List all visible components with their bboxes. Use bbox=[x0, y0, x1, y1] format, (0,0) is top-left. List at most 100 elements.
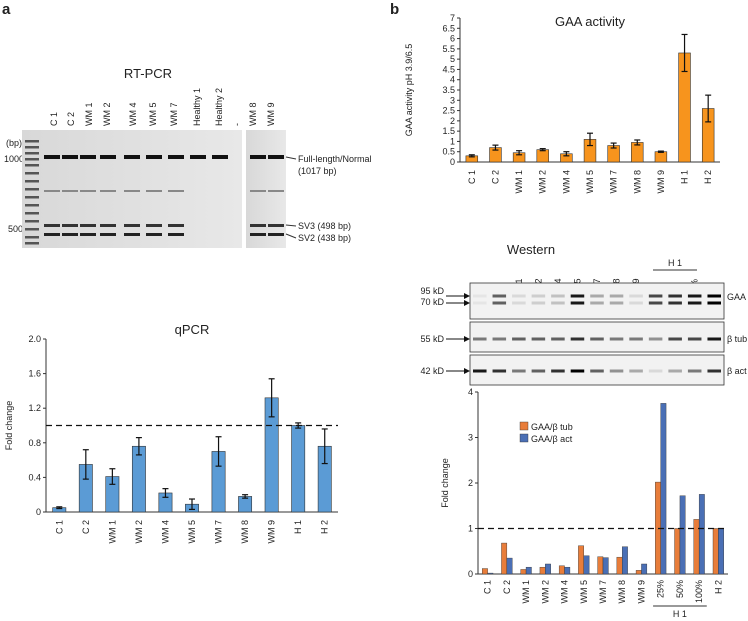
gel-band-full bbox=[212, 155, 228, 159]
western-band bbox=[629, 369, 643, 373]
ladder-band bbox=[25, 242, 39, 245]
y-tick-label: 7 bbox=[450, 13, 455, 23]
western-band bbox=[512, 337, 526, 341]
western-band bbox=[473, 301, 487, 305]
x-tick-label: WM 2 bbox=[134, 520, 144, 544]
gel-band-minor bbox=[80, 190, 96, 192]
rtpcr-title: RT-PCR bbox=[124, 66, 172, 81]
gel-band-minor bbox=[268, 190, 284, 192]
western-band bbox=[668, 294, 682, 298]
y-tick-label: 4 bbox=[450, 75, 455, 85]
ladder-band bbox=[25, 152, 39, 155]
gel-band-sv3 bbox=[80, 224, 96, 227]
ladder-band bbox=[25, 196, 39, 199]
ladder-1000: 1000 bbox=[4, 154, 24, 164]
western-band bbox=[473, 369, 487, 373]
western-band bbox=[551, 369, 565, 373]
x-tick-label: WM 7 bbox=[598, 580, 608, 604]
gel-band-sv2 bbox=[62, 233, 78, 236]
bar bbox=[583, 555, 590, 575]
bar bbox=[525, 566, 532, 575]
y-tick-label: 0.8 bbox=[28, 438, 41, 448]
rtpcr-lane-label: Healthy 1 bbox=[192, 88, 202, 126]
gel-bands bbox=[25, 140, 284, 245]
western-band bbox=[668, 337, 682, 341]
western-marker-arrowhead bbox=[464, 336, 470, 342]
y-tick-label: 0.5 bbox=[442, 147, 455, 157]
band-label-full: Full-length/Normal bbox=[298, 154, 372, 164]
gel-band-minor bbox=[146, 190, 162, 192]
rtpcr-lane-label: C 1 bbox=[49, 112, 59, 126]
y-tick-label: 1 bbox=[450, 136, 455, 146]
x-tick-label: C 1 bbox=[483, 580, 493, 594]
rtpcr-panel: RT-PCR C 1 C 2 WM 1 WM 2 WM 4 WM 5 WM 7 Healthy… bbox=[4, 66, 372, 248]
band-label-sv3: SV3 (498 bp) bbox=[298, 221, 351, 231]
y-tick-label: 3.5 bbox=[442, 85, 455, 95]
gel-band-sv2 bbox=[268, 233, 284, 236]
western-marker-label: 42 kD bbox=[420, 366, 444, 376]
x-tick-label: WM 7 bbox=[214, 520, 224, 544]
bar bbox=[602, 557, 609, 575]
bar bbox=[616, 556, 623, 575]
rtpcr-lane-label: C 2 bbox=[66, 112, 76, 126]
western-band bbox=[492, 301, 507, 305]
western-band bbox=[648, 301, 663, 305]
ladder-band bbox=[25, 188, 39, 191]
x-tick-label: WM 9 bbox=[267, 520, 277, 544]
x-tick-label: H 1 bbox=[680, 170, 690, 184]
x-tick-label: H 1 bbox=[293, 520, 303, 534]
ladder-band bbox=[25, 146, 39, 149]
x-tick-label: WM 8 bbox=[632, 170, 642, 194]
western-blot-box bbox=[469, 321, 725, 353]
bar bbox=[291, 425, 306, 513]
ladder-band bbox=[25, 236, 39, 239]
gel-image-right bbox=[246, 130, 286, 248]
rtpcr-lane-label: WM 4 bbox=[128, 103, 138, 127]
western-band bbox=[590, 369, 604, 373]
western-band bbox=[570, 337, 585, 341]
gel-band-minor bbox=[62, 190, 78, 192]
bar bbox=[698, 494, 705, 575]
western-blot-label: β act bbox=[727, 366, 747, 376]
y-axis-label: Fold change bbox=[4, 401, 14, 451]
rtpcr-lane-label: WM 1 bbox=[84, 103, 94, 127]
gel-band-sv3 bbox=[250, 224, 266, 227]
gel-band-full bbox=[250, 155, 266, 159]
western-band bbox=[590, 294, 604, 298]
western-band bbox=[512, 294, 526, 298]
western-band bbox=[531, 301, 546, 305]
western-band bbox=[570, 301, 585, 305]
gel-band-sv3 bbox=[168, 224, 184, 227]
western-band bbox=[629, 294, 643, 298]
band-label-sv2: SV2 (438 bp) bbox=[298, 233, 351, 243]
x-tick-label: WM 4 bbox=[160, 520, 170, 544]
western-band bbox=[609, 294, 624, 298]
rtpcr-lane-labels: C 1 C 2 WM 1 WM 2 WM 4 WM 5 WM 7 Healthy 1 Healt… bbox=[49, 88, 276, 126]
western-band bbox=[687, 294, 702, 298]
bar bbox=[238, 496, 253, 513]
ladder-band bbox=[25, 228, 39, 231]
western-marker-label: 95 kD bbox=[420, 286, 444, 296]
western-band bbox=[492, 337, 507, 341]
rtpcr-lane-label: WM 9 bbox=[266, 103, 276, 127]
bar bbox=[654, 151, 668, 163]
western-band bbox=[531, 369, 546, 373]
western-fold-change-chart: 0 1 2 3 4 Fold change C 1 C 2 WM 1 WM 2 WM 4 WM 5 WM… bbox=[440, 387, 728, 619]
y-tick-label: 3 bbox=[450, 95, 455, 105]
western-blot-label: GAA bbox=[727, 292, 746, 302]
western-band bbox=[629, 337, 643, 341]
bar bbox=[641, 563, 648, 575]
gel-band-sv3 bbox=[124, 224, 140, 227]
x-tick-label: WM 1 bbox=[521, 580, 531, 604]
western-band bbox=[707, 301, 721, 305]
gel-band-sv2 bbox=[250, 233, 266, 236]
ladder-band bbox=[25, 164, 39, 167]
x-tick-label: WM 1 bbox=[107, 520, 117, 544]
ladder-500: 500 bbox=[8, 224, 23, 234]
western-band bbox=[648, 294, 663, 298]
legend-swatch bbox=[519, 433, 529, 443]
bar bbox=[506, 557, 513, 575]
gel-band-full bbox=[146, 155, 162, 159]
gel-band-full bbox=[100, 155, 116, 159]
group-label: H 1 bbox=[673, 609, 687, 619]
